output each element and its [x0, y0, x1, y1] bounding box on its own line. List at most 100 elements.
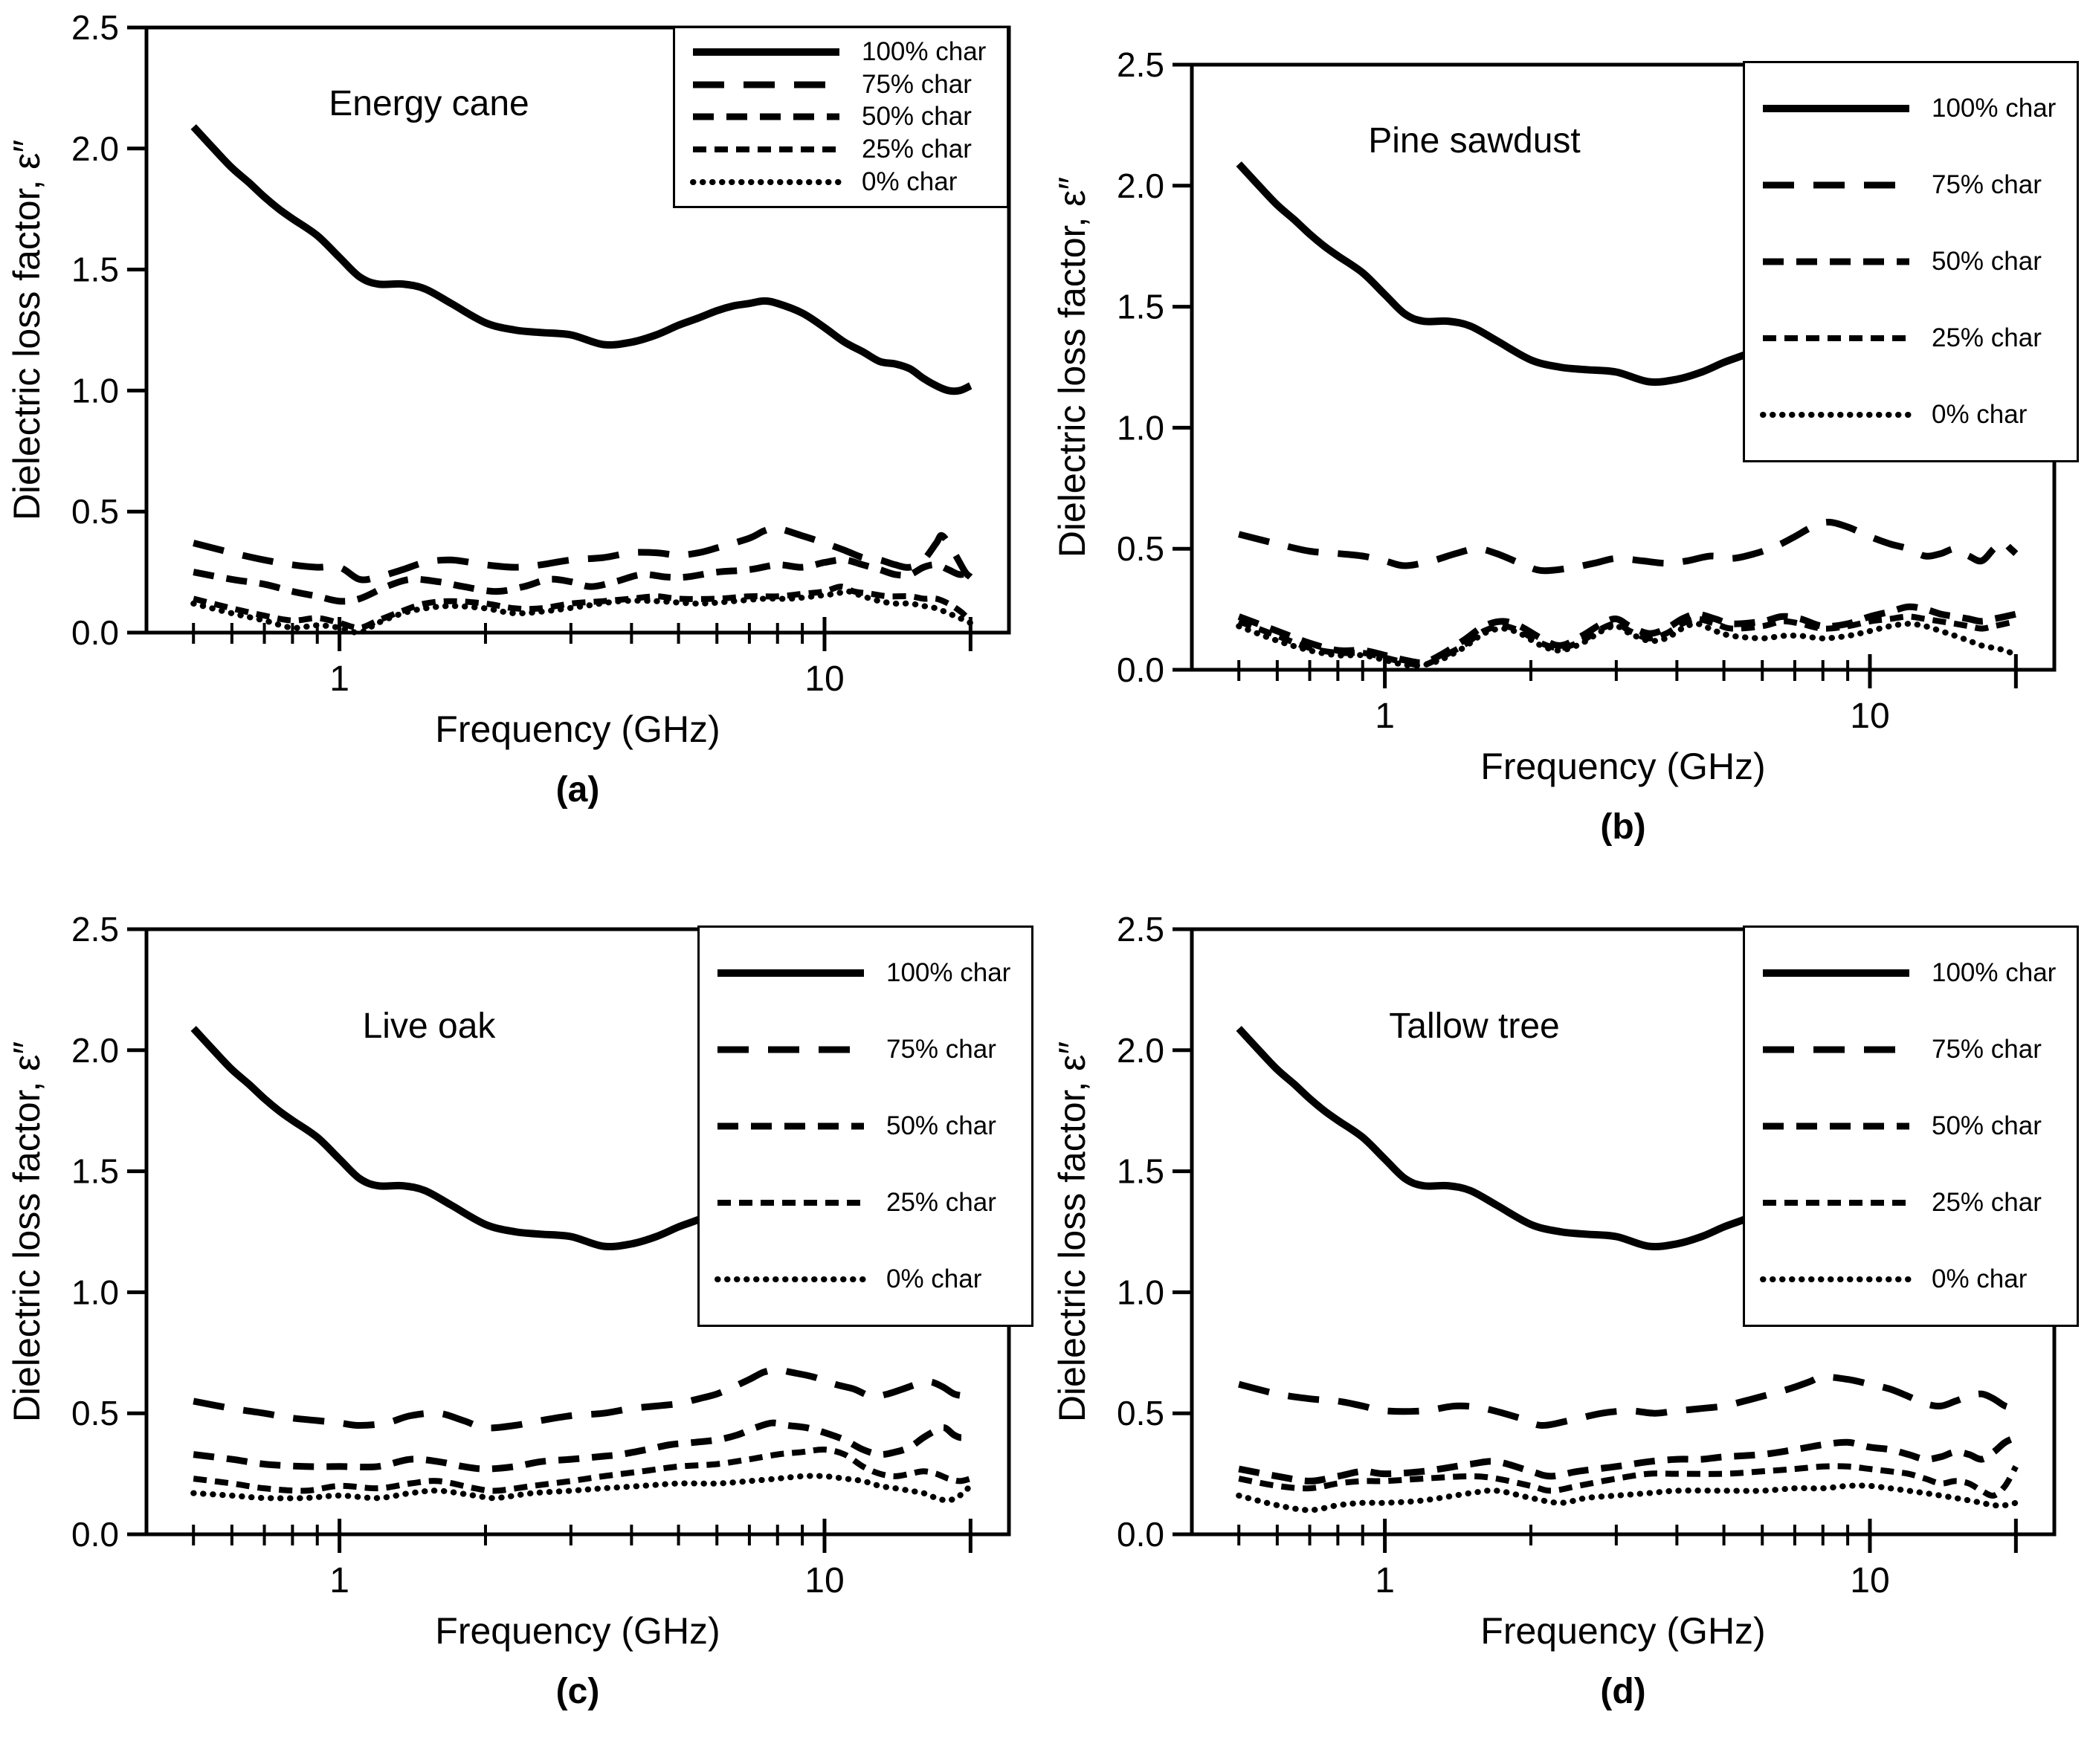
x-axis-label: Frequency (GHz) — [435, 1610, 720, 1652]
legend-item: 100% char — [690, 37, 1002, 67]
legend-line-short-dash-icon — [693, 146, 839, 153]
legend-line-short-dash-icon — [717, 1199, 864, 1206]
series-line-100-char — [190, 124, 973, 395]
legend-label: 0% char — [1932, 399, 2028, 429]
legend-line-long-dash-icon — [1763, 1046, 1909, 1053]
legend-label: 100% char — [1932, 958, 2057, 988]
plot-live-oak: 0.0 0.5 1.0 1.5 2.0 2.5 1 10 — [71, 910, 1011, 1600]
panel-pine-sawdust: 0.0 0.5 1.0 1.5 2.0 2.5 1 10 Pine sawdust Diele… — [1045, 37, 2090, 899]
chart-title: Tallow tree — [1389, 1007, 1560, 1046]
chart-title: Energy cane — [329, 84, 529, 123]
legend-box: 100% char 75% char 50% char 25% char 0% … — [1743, 61, 2079, 462]
legend-label: 50% char — [1932, 246, 2042, 276]
legend-item: 0% char — [690, 167, 1002, 197]
x-tick-label: 1 — [329, 1561, 349, 1600]
y-tick-label: 2.5 — [1117, 910, 1164, 949]
plot-energy-cane: 0.0 0.5 1.0 1.5 2.0 2.5 1 10 — [71, 8, 1011, 699]
y-axis-label: Dielectric loss factor, ε″ — [1051, 176, 1093, 558]
legend-item: 100% char — [1760, 958, 2072, 988]
legend-label: 100% char — [886, 958, 1011, 988]
legend-label: 100% char — [1932, 94, 2057, 123]
legend-line-solid-icon — [717, 969, 864, 978]
x-tick-label: 10 — [1850, 1561, 1889, 1600]
x-axis-label: Frequency (GHz) — [435, 708, 720, 750]
series-line-0-char — [1236, 621, 2019, 669]
x-tick-label: 10 — [1850, 697, 1889, 736]
series-line-75-char — [1238, 518, 2019, 575]
legend-label: 75% char — [862, 69, 972, 99]
series-line-25-char — [1237, 613, 2017, 668]
y-tick-label: 1.0 — [1117, 408, 1164, 447]
legend-line-dot-icon — [690, 179, 842, 186]
series-line-50-char — [193, 556, 972, 605]
y-tick-label: 1.0 — [71, 371, 119, 410]
panel-tallow-tree: 0.0 0.5 1.0 1.5 2.0 2.5 1 10 Tallow tree Dielec… — [1045, 902, 2090, 1764]
panel-letter: (d) — [1600, 1672, 1646, 1711]
legend-label: 50% char — [862, 102, 972, 132]
legend-item: 0% char — [1760, 1264, 2072, 1294]
legend-box: 100% char 75% char 50% char 25% char 0% … — [697, 925, 1033, 1327]
legend-item: 75% char — [1760, 170, 2072, 200]
series-line-0-char — [190, 588, 974, 636]
legend-line-long-dash-icon — [1763, 181, 1909, 189]
series-line-50-char — [193, 1419, 973, 1473]
legend-item: 25% char — [715, 1188, 1027, 1218]
y-tick-label: 0.0 — [1117, 1515, 1164, 1554]
legend-item: 50% char — [1760, 247, 2072, 277]
legend-item: 100% char — [1760, 94, 2072, 123]
x-tick-label: 1 — [329, 659, 349, 699]
legend-item: 75% char — [715, 1035, 1027, 1064]
legend-line-solid-icon — [1763, 105, 1909, 113]
plot-frame — [144, 25, 1011, 635]
series-line-25-char — [193, 584, 973, 631]
x-tick-label: 1 — [1375, 1561, 1395, 1600]
chart-title: Pine sawdust — [1368, 121, 1581, 161]
y-tick-label: 2.5 — [71, 8, 119, 47]
y-tick-label: 1.5 — [71, 1152, 119, 1191]
legend-box: 100% char 75% char 50% char 25% char 0% … — [673, 26, 1009, 208]
y-tick-label: 1.5 — [1117, 1152, 1164, 1191]
y-axis-label: Dielectric loss factor, ε″ — [6, 139, 48, 521]
legend-line-solid-icon — [693, 48, 839, 56]
legend-label: 25% char — [1932, 323, 2042, 352]
legend-label: 25% char — [862, 135, 972, 164]
legend-item: 0% char — [1760, 400, 2072, 430]
y-tick-label: 0.5 — [71, 1394, 119, 1432]
y-tick-label: 0.5 — [1117, 1394, 1164, 1432]
y-tick-label: 2.5 — [1117, 45, 1164, 84]
legend-label: 25% char — [1932, 1187, 2042, 1217]
legend-line-medium-dash-icon — [1763, 258, 1909, 265]
series-line-75-char — [193, 525, 973, 584]
y-tick-label: 0.0 — [71, 613, 119, 652]
legend-label: 0% char — [886, 1264, 982, 1293]
legend-item: 25% char — [690, 135, 1002, 164]
legend-line-long-dash-icon — [693, 81, 839, 88]
legend-line-dot-icon — [1760, 411, 1912, 418]
y-tick-label: 0.0 — [71, 1515, 119, 1554]
x-axis-label: Frequency (GHz) — [1480, 746, 1766, 787]
y-tick-label: 2.0 — [71, 129, 119, 168]
y-tick-label: 0.5 — [71, 492, 119, 531]
y-tick-label: 2.0 — [1117, 1031, 1164, 1070]
series-line-25-char — [193, 1446, 972, 1494]
series-line-0-char — [190, 1473, 974, 1504]
legend-item: 50% char — [690, 102, 1002, 132]
chart-title: Live oak — [362, 1007, 496, 1046]
legend-item: 75% char — [690, 70, 1002, 100]
legend-line-short-dash-icon — [1763, 335, 1909, 341]
x-tick-label: 1 — [1375, 697, 1395, 736]
series-line-75-char — [193, 1366, 973, 1432]
legend-label: 25% char — [886, 1187, 996, 1217]
legend-line-dot-icon — [715, 1276, 867, 1282]
legend-item: 0% char — [715, 1264, 1027, 1294]
panel-live-oak: 0.0 0.5 1.0 1.5 2.0 2.5 1 10 Live oak Dielectri… — [0, 902, 1045, 1764]
legend-label: 0% char — [862, 167, 958, 197]
legend-item: 25% char — [1760, 323, 2072, 353]
legend-line-medium-dash-icon — [693, 113, 839, 120]
series-line-50-char — [1238, 1434, 2018, 1484]
legend-line-short-dash-icon — [1763, 1199, 1909, 1206]
y-tick-label: 2.0 — [71, 1031, 119, 1070]
legend-item: 100% char — [715, 958, 1027, 988]
legend-item: 25% char — [1760, 1188, 2072, 1218]
four-panel-dielectric-figure: 0.0 0.5 1.0 1.5 2.0 2.5 1 10 Energy cane Dielec… — [6, 8, 2090, 1711]
